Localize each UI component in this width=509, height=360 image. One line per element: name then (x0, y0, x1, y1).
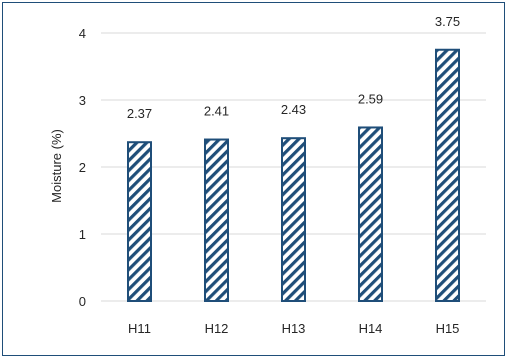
data-labels: 2.37 2.41 2.43 2.59 3.75 (127, 14, 460, 121)
y-tick-label: 4 (79, 26, 86, 41)
data-label: 2.43 (281, 102, 306, 117)
bar-h15 (435, 48, 460, 302)
x-tick-labels: H11 H12 H13 H14 H15 (128, 321, 459, 336)
data-label: 2.37 (127, 106, 152, 121)
bar-h13 (281, 137, 306, 302)
y-axis-label: Moisture (%) (49, 129, 64, 203)
y-tick-labels: 0 1 2 3 4 (79, 26, 86, 309)
x-tick-label: H15 (436, 321, 460, 336)
y-tick-label: 2 (79, 160, 86, 175)
x-tick-label: H13 (282, 321, 306, 336)
y-tick-label: 3 (79, 93, 86, 108)
data-label: 3.75 (435, 14, 460, 29)
data-label: 2.59 (358, 91, 383, 106)
x-tick-label: H14 (359, 321, 383, 336)
bar-h12 (204, 138, 229, 302)
chart-frame (2, 2, 505, 356)
data-label: 2.41 (204, 104, 229, 119)
y-tick-label: 0 (79, 294, 86, 309)
x-tick-label: H11 (128, 321, 151, 336)
y-tick-label: 1 (79, 227, 86, 242)
x-tick-label: H12 (205, 321, 229, 336)
bar-h14 (358, 126, 383, 302)
bar-h11 (127, 141, 152, 302)
bars (127, 48, 460, 302)
